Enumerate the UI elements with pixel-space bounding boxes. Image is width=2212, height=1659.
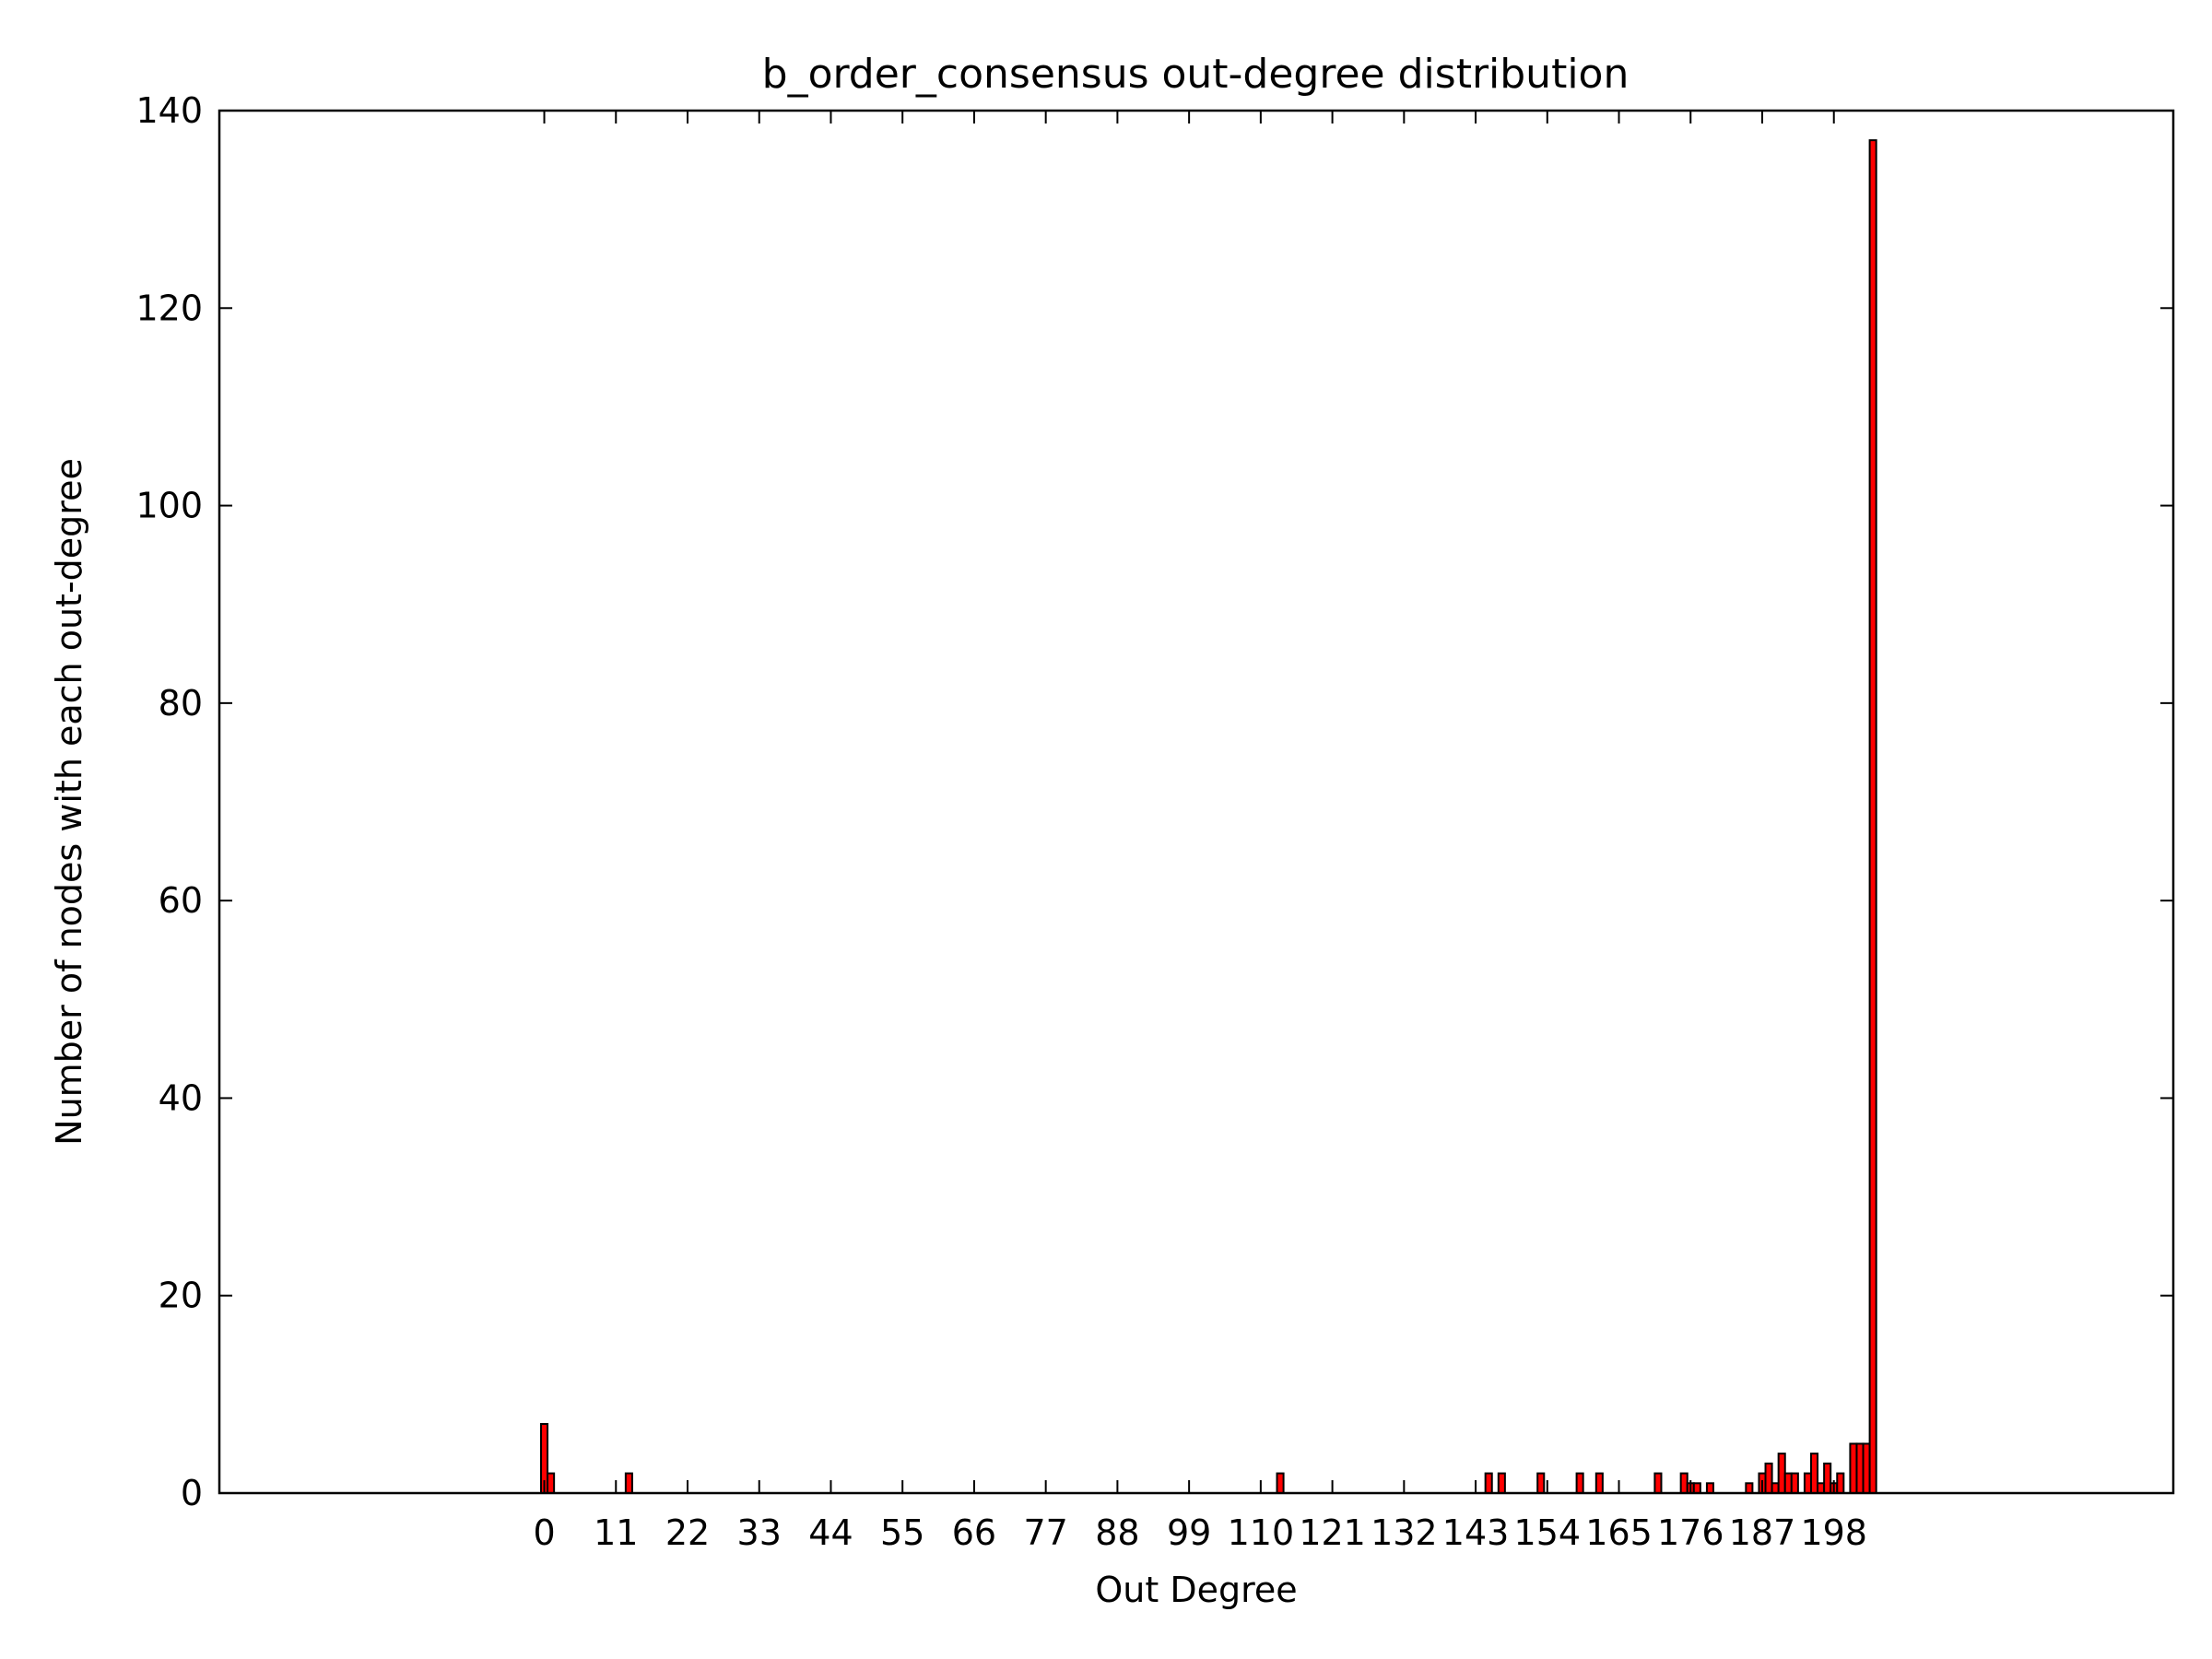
x-tick-label: 154 — [1514, 1512, 1582, 1553]
bar — [1849, 1442, 1858, 1495]
x-tick-label: 55 — [880, 1512, 924, 1553]
bar — [1594, 1472, 1604, 1494]
y-axis-label: Number of nodes with each out-degree — [49, 458, 89, 1146]
bar — [1862, 1442, 1871, 1495]
bar — [1692, 1482, 1701, 1495]
bar — [1777, 1453, 1786, 1495]
y-tick-label: 20 — [159, 1276, 203, 1316]
bar — [1817, 1482, 1826, 1495]
y-tick-label: 80 — [159, 683, 203, 724]
y-tick-label: 40 — [159, 1077, 203, 1118]
bar — [1497, 1472, 1506, 1494]
x-tick-label: 110 — [1228, 1512, 1295, 1553]
x-tick-label: 176 — [1657, 1512, 1724, 1553]
bar — [1855, 1442, 1865, 1495]
x-tick-label: 77 — [1023, 1512, 1067, 1553]
chart-title: b_order_consensus out-degree distributio… — [762, 51, 1630, 98]
bar — [1679, 1472, 1688, 1494]
x-tick-label: 143 — [1442, 1512, 1510, 1553]
x-tick-label: 66 — [952, 1512, 996, 1553]
x-tick-label: 99 — [1167, 1512, 1211, 1553]
bar — [1536, 1472, 1546, 1494]
y-tick-label: 100 — [135, 486, 203, 526]
x-tick-label: 88 — [1095, 1512, 1139, 1553]
bar — [1868, 139, 1877, 1494]
bar — [1823, 1462, 1832, 1494]
bars-group — [540, 139, 1877, 1495]
bar — [1575, 1472, 1584, 1494]
x-tick-label: 121 — [1299, 1512, 1366, 1553]
x-tick-label: 132 — [1371, 1512, 1438, 1553]
plot-frame — [218, 109, 2175, 1495]
bar — [1810, 1453, 1819, 1495]
y-tick-label: 140 — [135, 90, 203, 131]
bar — [1790, 1472, 1799, 1494]
y-tick-label: 60 — [159, 880, 203, 921]
bar — [1764, 1462, 1773, 1494]
bar — [1803, 1472, 1813, 1494]
x-tick-label: 0 — [533, 1512, 555, 1553]
x-tick-label: 187 — [1729, 1512, 1796, 1553]
x-axis-label: Out Degree — [1095, 1570, 1297, 1610]
y-tick-label: 120 — [135, 288, 203, 328]
x-tick-label: 44 — [808, 1512, 853, 1553]
bar — [1771, 1482, 1780, 1495]
x-tick-label: 22 — [665, 1512, 710, 1553]
x-tick-label: 11 — [594, 1512, 638, 1553]
y-tick-label: 0 — [181, 1473, 203, 1513]
bar — [1783, 1472, 1793, 1494]
x-tick-label: 198 — [1800, 1512, 1867, 1553]
bar — [1276, 1472, 1285, 1494]
bar — [547, 1472, 556, 1494]
bar — [624, 1472, 633, 1494]
bar — [1484, 1472, 1493, 1494]
bar — [1705, 1482, 1715, 1495]
bar — [1836, 1472, 1845, 1494]
bar — [1745, 1482, 1754, 1495]
x-axis: 0 11 22 33 44 55 66 77 88 99 110 121 132 143 154 165 176… — [533, 111, 1867, 1553]
x-tick-label: 33 — [737, 1512, 782, 1553]
x-tick-label: 165 — [1585, 1512, 1653, 1553]
bar — [1653, 1472, 1663, 1494]
y-axis: 0 20 40 60 80 100 120 140 — [135, 90, 2173, 1513]
